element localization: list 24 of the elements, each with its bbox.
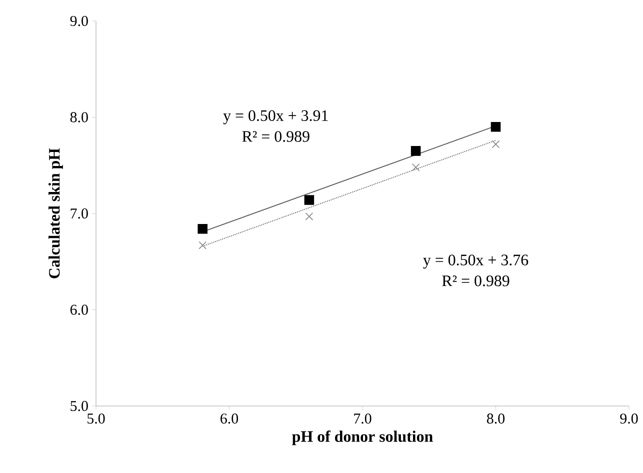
x-tick-label: 9.0: [620, 414, 638, 424]
point: [198, 241, 207, 250]
annotation: R² = 0.989: [242, 131, 310, 142]
y-tick-label: 7.0: [70, 208, 88, 219]
x-tick-label: 8.0: [486, 414, 505, 424]
point: [490, 122, 501, 132]
x-tick-label: 6.0: [220, 414, 238, 424]
y-tick-label: 5.0: [70, 400, 88, 412]
y-tick-label: 8.0: [70, 112, 88, 122]
point: [492, 140, 500, 148]
x-tick-label: 7.0: [354, 414, 372, 424]
point: [412, 163, 420, 172]
x-axis-title: pH of donor solution: [292, 430, 433, 446]
point: [304, 195, 314, 205]
x-tick-label: 5.0: [88, 414, 105, 424]
point: [198, 224, 208, 234]
y-axis-title: Calculated skin pH: [48, 148, 63, 278]
annotation: y = 0.50x + 3.91: [223, 110, 328, 124]
point: [305, 212, 314, 220]
y-tick-label: 9.0: [70, 16, 88, 26]
annotation: R² = 0.989: [442, 275, 510, 286]
y-tick-label: 6.0: [70, 304, 88, 315]
annotation: y = 0.50x + 3.76: [423, 254, 528, 269]
point: [410, 146, 421, 156]
